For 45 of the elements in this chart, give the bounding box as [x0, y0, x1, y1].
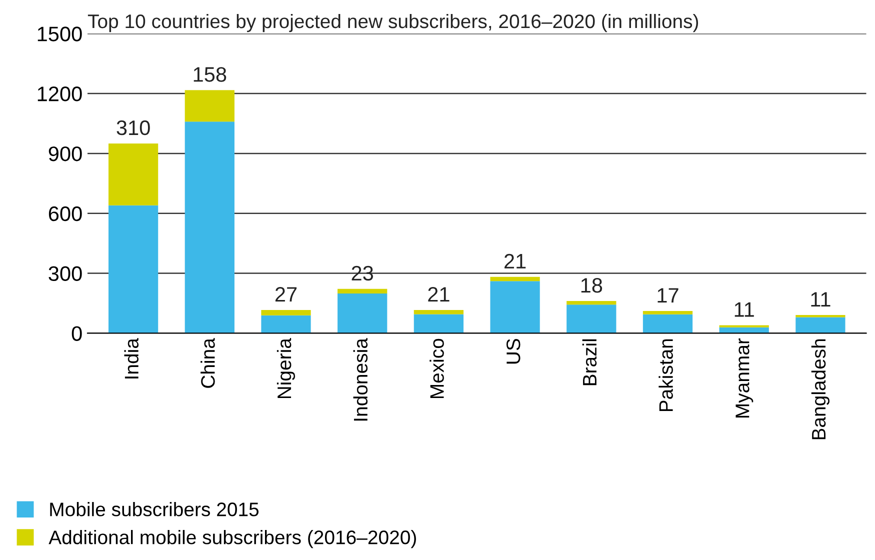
x-tick-label: Myanmar: [736, 338, 754, 418]
x-tick-label: Pakistan: [658, 339, 673, 412]
bar: [184, 90, 234, 122]
data-label: 158: [194, 67, 226, 82]
bar: [338, 288, 388, 294]
bar: [642, 314, 693, 334]
bar: [338, 293, 388, 334]
legend-label: Mobile subscribers 2015: [50, 502, 259, 516]
data-label: 21: [428, 286, 450, 302]
bar: [261, 310, 311, 316]
y-tick-label: 900: [48, 146, 82, 162]
data-label: 21: [504, 254, 526, 268]
y-tick-label: 1200: [38, 86, 82, 102]
x-tick-label: Mexico: [430, 338, 444, 398]
bar: [642, 311, 693, 314]
data-label: 27: [275, 286, 297, 302]
x-tick-label: Brazil: [582, 339, 597, 386]
bar: [566, 301, 616, 305]
y-tick-label: 0: [72, 326, 82, 341]
x-tick-label: Bangladesh: [811, 339, 830, 440]
bar: [490, 276, 540, 282]
x-tick-label: Indonesia: [353, 338, 368, 421]
data-label: 310: [116, 120, 150, 136]
y-tick-label: 300: [48, 266, 82, 282]
bar: [490, 281, 540, 334]
x-tick-label: Nigeria: [276, 338, 296, 398]
x-tick-label: India: [124, 338, 139, 378]
legend-label: Additional mobile subscribers (2016–2020): [48, 530, 416, 548]
data-label: 17: [658, 288, 678, 303]
bar: [108, 205, 158, 334]
bar: [108, 143, 158, 206]
y-tick-label: 600: [48, 206, 82, 222]
data-label: 11: [811, 292, 830, 307]
y-tick-label: 1500: [38, 26, 82, 42]
bar: [414, 314, 464, 334]
x-tick-label: US: [506, 338, 520, 364]
data-label: 18: [581, 278, 602, 293]
bar: [184, 122, 234, 334]
bar: [414, 310, 464, 314]
bar: [261, 315, 311, 334]
chart-title: Top 10 countries by projected new subscribers, 2016–2020 (in millions): [88, 14, 698, 32]
data-label: 11: [734, 302, 754, 317]
x-tick-label: China: [200, 338, 215, 388]
bar: [796, 317, 846, 334]
bar: [566, 304, 616, 334]
